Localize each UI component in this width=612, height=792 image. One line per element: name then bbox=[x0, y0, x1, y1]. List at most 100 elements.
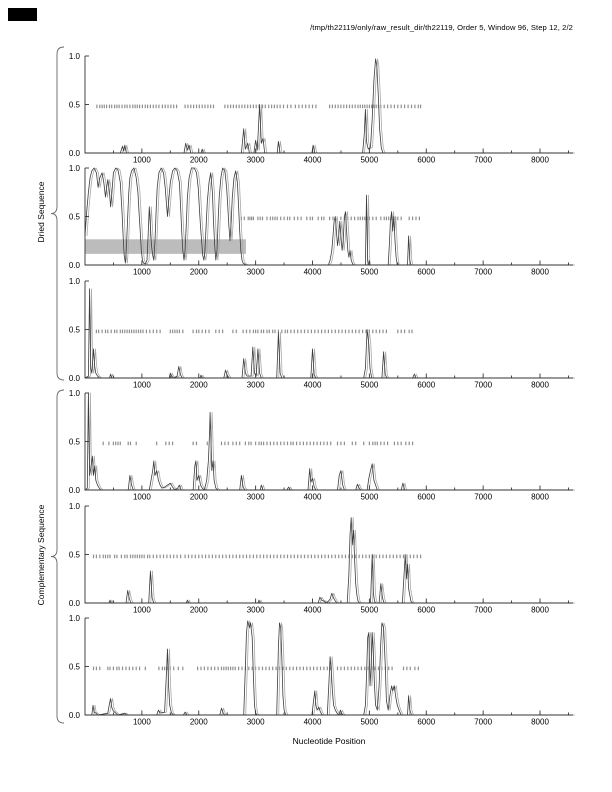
tick-label: 2000 bbox=[190, 156, 208, 165]
y-tick-labels: 1.0 0.5 0.0 bbox=[69, 614, 81, 720]
axes bbox=[84, 55, 573, 154]
panel-3: 1000 2000 3000 4000 5000 6000 7000 8000 1.0 0.5 0.… bbox=[69, 277, 575, 390]
tick-label: 4000 bbox=[304, 381, 322, 390]
tick-label: 0.5 bbox=[69, 100, 81, 109]
tick-label: 6000 bbox=[417, 718, 435, 727]
signal-curve bbox=[85, 58, 573, 154]
match-marks bbox=[102, 441, 414, 446]
tick-label: 2000 bbox=[190, 493, 208, 502]
tick-label: 5000 bbox=[360, 606, 378, 615]
tick-label: 8000 bbox=[531, 156, 549, 165]
brace-complementary-sequence bbox=[50, 389, 65, 724]
tick-label: 5000 bbox=[360, 156, 378, 165]
signal-curve bbox=[84, 288, 573, 379]
tick-label: 3000 bbox=[247, 156, 265, 165]
tick-label: 2000 bbox=[190, 381, 208, 390]
tick-label: 3000 bbox=[247, 718, 265, 727]
tick-label: 1.0 bbox=[69, 389, 81, 398]
x-tick-labels: 1000 2000 3000 4000 5000 6000 7000 8000 bbox=[133, 156, 549, 165]
tick-label: 6000 bbox=[417, 268, 435, 277]
tick-label: 1000 bbox=[133, 606, 151, 615]
panel-5: 1000 2000 3000 4000 5000 6000 7000 8000 1.0 0.5 0.… bbox=[69, 502, 575, 615]
y-tick-labels: 1.0 0.5 0.0 bbox=[69, 277, 81, 383]
tick-label: 1000 bbox=[133, 156, 151, 165]
axes bbox=[84, 505, 573, 604]
signal-curve-ghost bbox=[87, 58, 575, 154]
tick-label: 0.0 bbox=[69, 599, 81, 608]
tick-label: 2000 bbox=[190, 606, 208, 615]
tick-label: 8000 bbox=[531, 493, 549, 502]
tick-label: 3000 bbox=[247, 606, 265, 615]
y-tick-labels: 1.0 0.5 0.0 bbox=[69, 164, 81, 270]
panel-4: 1000 2000 3000 4000 5000 6000 7000 8000 1.0 0.5 0.… bbox=[69, 389, 575, 502]
y-tick-labels: 1.0 0.5 0.0 bbox=[69, 389, 81, 495]
x-tick-labels: 1000 2000 3000 4000 5000 6000 7000 8000 bbox=[133, 381, 549, 390]
y-tick-labels: 1.0 0.5 0.0 bbox=[69, 502, 81, 608]
tick-label: 6000 bbox=[417, 606, 435, 615]
x-tick-labels: 1000 2000 3000 4000 5000 6000 7000 8000 bbox=[133, 268, 549, 277]
tick-label: 1000 bbox=[133, 493, 151, 502]
corner-marker bbox=[8, 8, 37, 21]
x-tick-labels: 1000 2000 3000 4000 5000 6000 7000 8000 bbox=[133, 718, 549, 727]
tick-label: 0.0 bbox=[69, 486, 81, 495]
tick-label: 6000 bbox=[417, 156, 435, 165]
tick-label: 8000 bbox=[531, 606, 549, 615]
tick-label: 7000 bbox=[474, 381, 492, 390]
tick-label: 0.0 bbox=[69, 261, 81, 270]
axes bbox=[84, 167, 573, 266]
tick-label: 1000 bbox=[133, 718, 151, 727]
tick-label: 5000 bbox=[360, 381, 378, 390]
tick-label: 5000 bbox=[360, 493, 378, 502]
tick-label: 7000 bbox=[474, 156, 492, 165]
tick-label: 1.0 bbox=[69, 502, 81, 511]
x-axis-label: Nucleotide Position bbox=[292, 736, 366, 746]
tick-label: 0.5 bbox=[69, 325, 81, 334]
tick-label: 1.0 bbox=[69, 277, 81, 286]
brace-dried-sequence bbox=[50, 46, 65, 381]
signal-curve-ghost bbox=[86, 288, 575, 379]
tick-label: 0.5 bbox=[69, 212, 81, 221]
tick-label: 4000 bbox=[304, 268, 322, 277]
tick-label: 7000 bbox=[474, 268, 492, 277]
tick-label: 6000 bbox=[417, 493, 435, 502]
y-tick-labels: 1.0 0.5 0.0 bbox=[69, 52, 81, 158]
match-marks bbox=[92, 554, 422, 559]
tick-label: 4000 bbox=[304, 156, 322, 165]
tick-label: 3000 bbox=[247, 268, 265, 277]
signal-curve bbox=[85, 517, 573, 604]
tick-label: 4000 bbox=[304, 493, 322, 502]
axes bbox=[84, 617, 573, 716]
tick-label: 3000 bbox=[247, 493, 265, 502]
tick-label: 1.0 bbox=[69, 614, 81, 623]
tick-label: 7000 bbox=[474, 493, 492, 502]
x-tick-labels: 1000 2000 3000 4000 5000 6000 7000 8000 bbox=[133, 493, 549, 502]
signal-curve bbox=[85, 620, 573, 716]
tick-label: 2000 bbox=[190, 268, 208, 277]
match-marks bbox=[96, 104, 422, 109]
plot-title: /tmp/th22119/only/raw_result_dir/th22119… bbox=[310, 23, 573, 32]
tick-label: 5000 bbox=[360, 268, 378, 277]
panel-1: 1000 2000 3000 4000 5000 6000 7000 8000 1.0 0.5 0.… bbox=[69, 52, 575, 165]
tick-label: 7000 bbox=[474, 718, 492, 727]
signal-curve-ghost bbox=[87, 517, 575, 604]
x-tick-labels: 1000 2000 3000 4000 5000 6000 7000 8000 bbox=[133, 606, 549, 615]
match-marks bbox=[95, 329, 413, 334]
tick-label: 0.5 bbox=[69, 550, 81, 559]
tick-label: 7000 bbox=[474, 606, 492, 615]
tick-label: 0.0 bbox=[69, 374, 81, 383]
tick-label: 6000 bbox=[417, 381, 435, 390]
tick-label: 1.0 bbox=[69, 52, 81, 61]
signal-curve bbox=[84, 392, 573, 491]
axes bbox=[84, 280, 573, 379]
axes bbox=[84, 392, 573, 491]
tick-label: 8000 bbox=[531, 381, 549, 390]
tick-label: 1000 bbox=[133, 268, 151, 277]
panel-2: 1000 2000 3000 4000 5000 6000 7000 8000 1.0 0.5 0.… bbox=[69, 164, 575, 277]
panel-6: 1000 2000 3000 4000 5000 6000 7000 8000 1.0 0.5 0.… bbox=[69, 614, 575, 727]
signal-curve-ghost bbox=[86, 392, 575, 491]
tick-label: 4000 bbox=[304, 718, 322, 727]
highlight-bar bbox=[85, 239, 246, 254]
tick-label: 0.5 bbox=[69, 437, 81, 446]
